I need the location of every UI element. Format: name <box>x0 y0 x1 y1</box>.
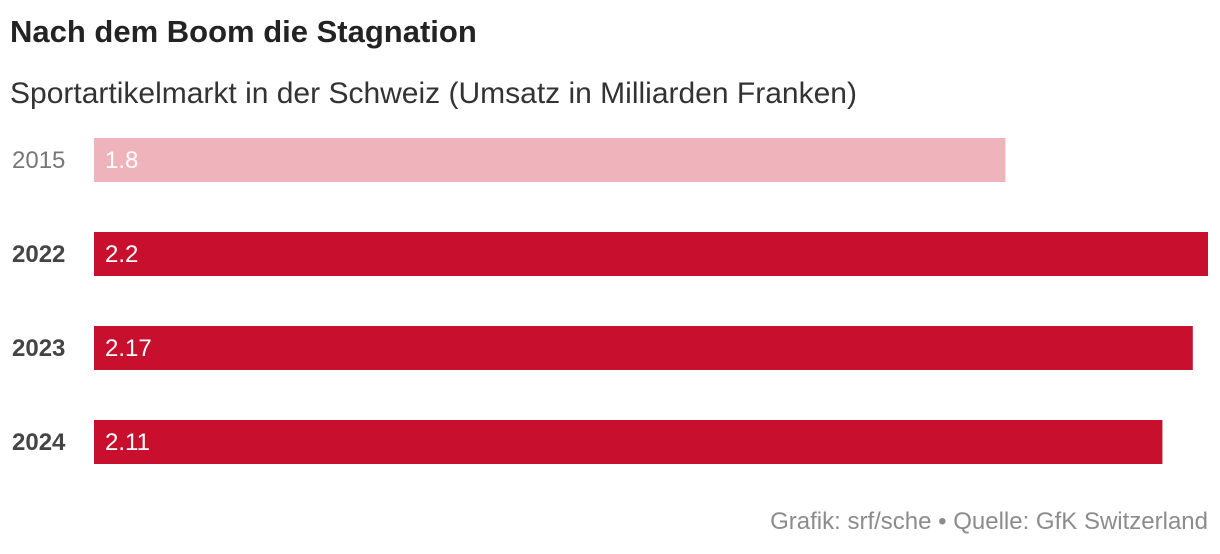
category-label-2024: 2024 <box>12 429 66 456</box>
chart-title: Nach dem Boom die Stagnation <box>10 14 477 49</box>
bar-2024 <box>94 420 1163 464</box>
category-label-2022: 2022 <box>12 241 65 268</box>
bar-2023 <box>94 326 1193 370</box>
category-label-2015: 2015 <box>12 147 65 174</box>
value-label-2024: 2.11 <box>105 429 150 456</box>
value-label-2023: 2.17 <box>105 335 152 362</box>
bar-2022 <box>94 232 1208 276</box>
bar-2015 <box>94 138 1006 182</box>
chart-subtitle: Sportartikelmarkt in der Schweiz (Umsatz… <box>10 77 857 110</box>
value-label-2015: 1.8 <box>105 147 138 174</box>
bar-chart: 2015 1.8 2022 2.2 2023 2.17 2024 2.11 <box>12 138 1208 464</box>
value-label-2022: 2.2 <box>105 241 138 268</box>
category-label-2023: 2023 <box>12 335 65 362</box>
source-note: Grafik: srf/sche • Quelle: GfK Switzerla… <box>770 508 1208 535</box>
